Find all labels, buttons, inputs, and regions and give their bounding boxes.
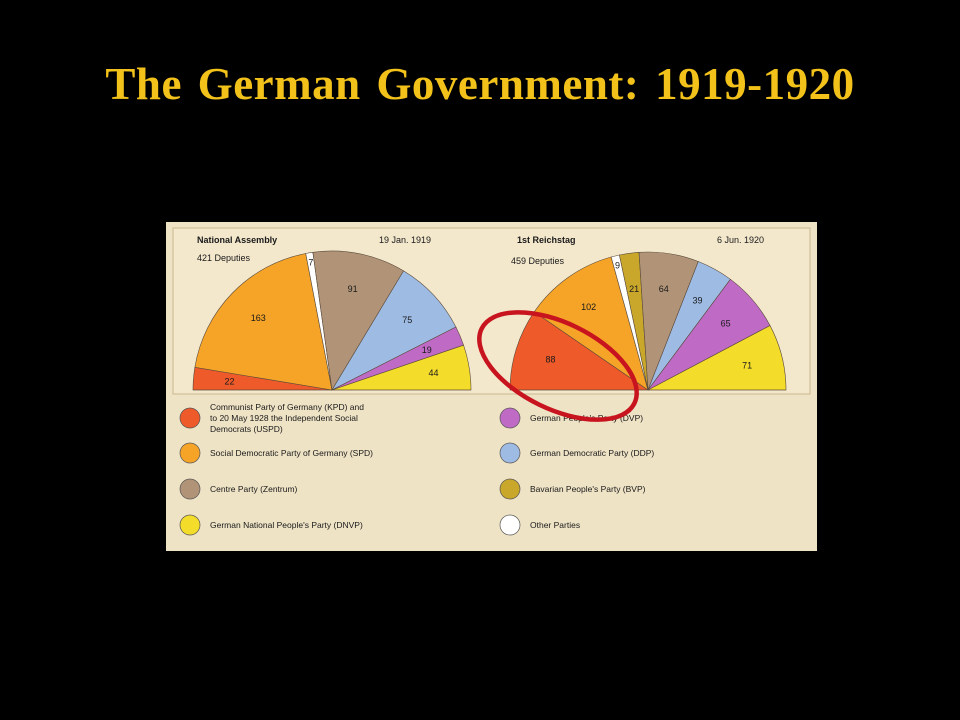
legend-swatch-other [499, 514, 521, 536]
chart1-label-dvp: 19 [422, 345, 432, 355]
chart1-slice-spd [194, 253, 333, 391]
legend-swatch-dvp [499, 407, 521, 429]
legend-label-kpd_uspd: Democrats (USPD) [210, 424, 283, 434]
legend-label-dvp: German People's Party (DVP) [530, 413, 643, 423]
chart2-label-ddp: 39 [692, 296, 702, 306]
legend-label-dnvp: German National People's Party (DNVP) [210, 520, 363, 530]
chart1-date: 19 Jan. 1919 [379, 235, 431, 245]
legend-swatch-ddp [499, 442, 521, 464]
chart2-label-dnvp: 71 [742, 360, 752, 370]
legend-label-spd: Social Democratic Party of Germany (SPD) [210, 448, 373, 458]
legend-label-other: Other Parties [530, 520, 580, 530]
chart1-label-spd: 163 [251, 313, 266, 323]
chart2-date: 6 Jun. 1920 [717, 235, 764, 245]
chart2-label-spd: 102 [581, 302, 596, 312]
chart1-slice-zentrum [312, 250, 405, 391]
chart2-subtitle: 459 Deputies [511, 256, 565, 266]
chart1-label-dnvp: 44 [428, 368, 438, 378]
chart1-subtitle: 421 Deputies [197, 253, 251, 263]
legend-swatch-spd [179, 442, 201, 464]
chart2-label-dvp: 65 [721, 319, 731, 329]
chart2-label-zentrum: 64 [659, 284, 669, 294]
legend-swatch-kpd_uspd [179, 407, 201, 429]
legend-swatch-bvp [499, 478, 521, 500]
legend-label-bvp: Bavarian People's Party (BVP) [530, 484, 646, 494]
figure-svg: National Assembly 19 Jan. 1919 421 Deput… [172, 227, 811, 536]
chart1-label-other: 7 [308, 258, 313, 268]
legend-swatch-dnvp [179, 514, 201, 536]
chart1-label-ddp: 75 [402, 315, 412, 325]
slide-title: The German Government: 1919-1920 [105, 59, 855, 109]
chart1-semicircle: 22 163 7 91 75 19 44 [192, 250, 472, 391]
chart2-label-bvp: 21 [629, 284, 639, 294]
parliament-figure: National Assembly 19 Jan. 1919 421 Deput… [166, 222, 817, 551]
chart1-label-zentrum: 91 [348, 284, 358, 294]
chart2-label-other: 9 [615, 260, 620, 270]
legend-swatch-zentrum [179, 478, 201, 500]
chart1-title: National Assembly [197, 235, 277, 245]
chart2-label-kpd_uspd: 88 [545, 355, 555, 365]
legend-label-zentrum: Centre Party (Zentrum) [210, 484, 298, 494]
legend-label-kpd_uspd: to 20 May 1928 the Independent Social [210, 413, 358, 423]
legend-label-ddp: German Democratic Party (DDP) [530, 448, 654, 458]
chart2-title: 1st Reichstag [517, 235, 576, 245]
chart1-label-kpd_uspd: 22 [224, 377, 234, 387]
legend-label-kpd_uspd: Communist Party of Germany (KPD) and [210, 402, 364, 412]
